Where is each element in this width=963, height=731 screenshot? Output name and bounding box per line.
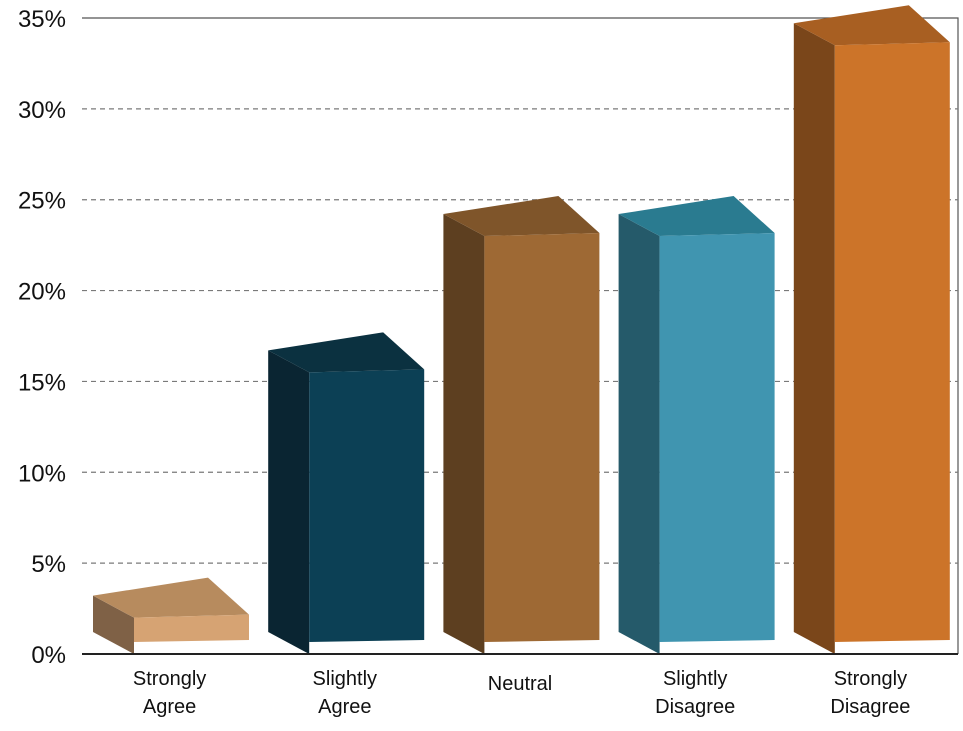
y-tick-label: 20% [18, 279, 66, 306]
bar-front-face [134, 614, 249, 642]
bar [93, 577, 249, 654]
bar-side-face [93, 595, 134, 654]
bar-side-face [268, 350, 310, 654]
bar-side-face [793, 23, 835, 655]
bar-top-face [618, 196, 775, 237]
bar [268, 332, 425, 654]
bar [618, 196, 775, 655]
x-tick-label: Neutral [488, 673, 552, 695]
x-tick-label: Slightly Disagree [655, 668, 735, 718]
y-tick-label: 5% [31, 551, 66, 578]
y-tick-label: 35% [18, 6, 66, 33]
y-tick-label: 25% [18, 188, 66, 215]
bars [93, 5, 950, 655]
bar-front-face [484, 233, 600, 643]
bar-front-face [834, 42, 950, 642]
y-tick-label: 0% [31, 642, 66, 669]
x-axis-ticks: Strongly Agree Slightly Agree Neutral Slightl… [82, 653, 958, 718]
bar-side-face [618, 214, 660, 655]
plot-frame [82, 17, 959, 654]
bar-side-face [443, 214, 485, 655]
x-tick-label: Strongly Disagree [830, 668, 910, 718]
y-axis-ticks: 0% 5% 10% 15% 20% 25% 30% 35% [18, 6, 66, 669]
bar-top-face [268, 332, 425, 373]
bar-top-face [443, 196, 600, 237]
bar [443, 196, 600, 655]
x-tick-label: Strongly Agree [133, 668, 206, 718]
bar-front-face [659, 233, 775, 643]
bar-top-face [93, 577, 249, 618]
bar-front-face [309, 369, 425, 642]
x-tick-label: Slightly Agree [313, 668, 377, 718]
y-tick-label: 15% [18, 369, 66, 396]
y-tick-label: 30% [18, 97, 66, 124]
bar [793, 5, 950, 655]
bar-top-face [793, 5, 950, 46]
y-tick-label: 10% [18, 460, 66, 487]
